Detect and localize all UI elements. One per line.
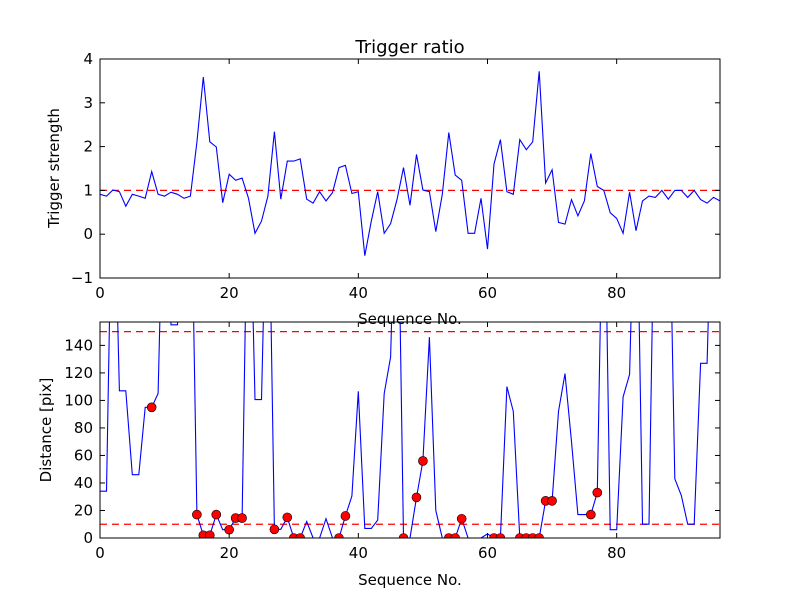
bottom-marker-point: [411, 492, 422, 503]
bottom-x-tick-label: 20: [220, 544, 239, 562]
chart-title: Trigger ratio: [354, 37, 464, 58]
top-x-tick-label: 80: [607, 284, 626, 302]
bottom-y-tick-label: 120: [64, 364, 93, 382]
bottom-plot-area: [100, 322, 720, 538]
bottom-marker-point: [211, 509, 222, 520]
bottom-marker-point: [295, 533, 306, 538]
top-x-tick-label: 60: [478, 284, 497, 302]
bottom-marker-point: [592, 487, 603, 498]
top-x-tick-label: 0: [95, 284, 105, 302]
bottom-marker-point: [586, 509, 596, 520]
bottom-marker-point: [547, 496, 557, 506]
bottom-series-line: [100, 322, 709, 538]
bottom-x-tick-label: 80: [607, 544, 626, 562]
bottom-y-tick-label: 40: [74, 474, 93, 492]
bottom-marker-point: [450, 533, 461, 538]
bottom-y-tick-label: 100: [64, 391, 93, 409]
bottom-y-tick-label: 140: [64, 336, 93, 354]
top-y-tick-label: 0: [83, 225, 93, 243]
bottom-marker-point: [192, 509, 202, 520]
bottom-marker-point: [224, 524, 234, 535]
bottom-y-tick-label: 80: [74, 419, 93, 437]
bottom-marker-point: [269, 524, 280, 535]
bottom-x-tick-label: 60: [478, 544, 497, 562]
top-y-tick-label: 2: [83, 138, 93, 156]
top-y-axis-label: Trigger strength: [45, 108, 63, 229]
bottom-marker-point: [534, 533, 544, 538]
bottom-axes-frame: [99, 321, 721, 539]
bottom-marker-point: [398, 533, 409, 538]
bottom-marker-point: [282, 512, 293, 523]
bottom-y-axis-label: Distance [pix]: [37, 378, 55, 483]
bottom-y-tick-label: 60: [74, 446, 93, 464]
top-series-line: [100, 71, 720, 256]
bottom-marker-point: [146, 402, 157, 413]
bottom-marker-point: [334, 533, 344, 538]
bottom-x-tick-label: 40: [349, 544, 368, 562]
bottom-x-axis-label: Sequence No.: [358, 571, 462, 589]
bottom-marker-point: [340, 511, 351, 521]
top-x-axis-label: Sequence No.: [358, 310, 462, 328]
bottom-marker-point: [237, 513, 247, 523]
bottom-x-tick-label: 0: [95, 544, 105, 562]
bottom-y-tick-label: 0: [83, 529, 93, 547]
top-y-tick-label: 4: [83, 50, 93, 68]
top-y-tick-label: −1: [71, 269, 93, 287]
bottom-marker-point: [418, 456, 428, 466]
top-x-tick-label: 20: [220, 284, 239, 302]
bottom-y-tick-label: 20: [74, 501, 93, 519]
top-x-tick-label: 40: [349, 284, 368, 302]
bottom-marker-point: [204, 530, 215, 538]
top-axes-frame: [99, 58, 721, 279]
bottom-marker-point: [495, 533, 506, 538]
bottom-marker-point: [456, 513, 467, 524]
top-y-tick-label: 1: [83, 181, 93, 199]
top-plot-area: [100, 71, 720, 256]
top-y-tick-label: 3: [83, 94, 93, 112]
